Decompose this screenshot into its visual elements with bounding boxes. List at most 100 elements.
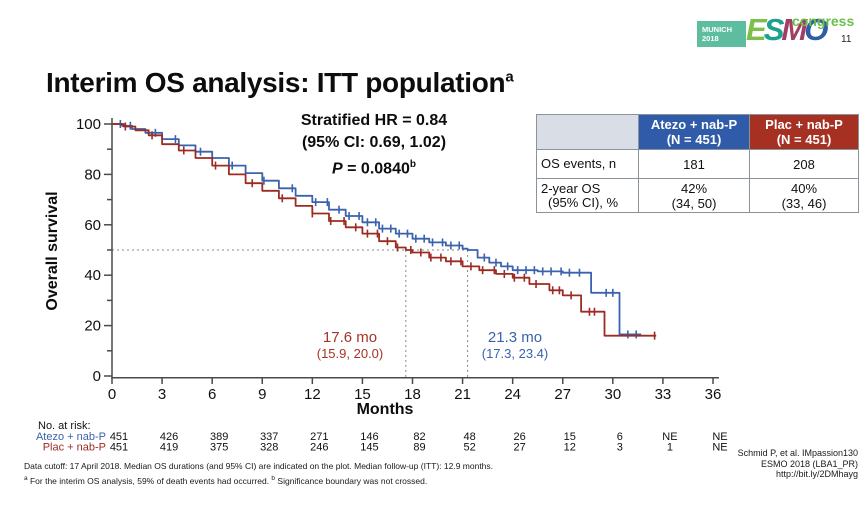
stats-2yr-plac: 40% (33, 46) — [750, 179, 858, 212]
risk-count: 3 — [617, 442, 623, 454]
congress-label: congress — [792, 13, 855, 29]
median-plac-value: 17.6 mo — [322, 329, 378, 346]
stats-header-plac-name: Plac + nab-P — [765, 117, 843, 132]
risk-count: 1 — [667, 442, 673, 454]
svg-text:80: 80 — [84, 166, 101, 183]
logo-year-label: 2018 — [702, 34, 719, 43]
x-tick-labels: 0 3 6 9 12 15 18 21 24 27 30 33 36 — [108, 386, 722, 403]
risk-count: 6 — [617, 431, 623, 443]
risk-table: No. at risk:Atezo + nab-P 451 426 389 337 271… — [36, 420, 728, 454]
svg-text:33: 33 — [655, 386, 672, 403]
risk-row-label: Atezo + nab-P — [36, 431, 106, 443]
svg-text:36: 36 — [705, 386, 722, 403]
footnote-sup-a: a — [24, 474, 28, 482]
risk-count: 89 — [413, 442, 425, 454]
svg-text:9: 9 — [258, 386, 266, 403]
svg-text:No. at risk:: No. at risk: — [38, 420, 91, 432]
footnote-line2: a For the interim OS analysis, 59% of de… — [24, 473, 493, 487]
median-annotation-plac: 17.6 mo (15.9, 20.0) — [290, 330, 410, 362]
footnotes: Data cutoff: 17 April 2018. Median OS du… — [24, 461, 493, 487]
risk-count: 82 — [413, 431, 425, 443]
risk-count: NE — [662, 431, 677, 443]
svg-text:12: 12 — [304, 386, 321, 403]
slide-number: 11 — [841, 34, 852, 45]
svg-text:6: 6 — [208, 386, 216, 403]
page-title: Interim OS analysis: ITT populationa — [46, 66, 514, 99]
stats-header-atezo-n: (N = 451) — [666, 132, 722, 147]
risk-row-label: Plac + nab-P — [43, 442, 106, 454]
hr-annotation-pvalue: P = 0.0840b — [246, 154, 502, 180]
page-title-text: Interim OS analysis: ITT population — [46, 66, 506, 98]
page-title-superscript: a — [505, 68, 514, 86]
x-axis-title: Months — [356, 401, 414, 418]
km-curve-plac — [112, 122, 657, 340]
stats-row-os-events-label: OS events, n — [537, 150, 638, 178]
risk-count: NE — [712, 431, 727, 443]
svg-text:27: 27 — [554, 386, 571, 403]
risk-count: 27 — [514, 442, 526, 454]
esmo-munich-logo-box: MUNICH 2018 — [697, 21, 746, 47]
footnote-line2-part1: For the interim OS analysis, 59% of deat… — [27, 475, 272, 486]
stats-os-events-atezo: 181 — [639, 150, 749, 178]
risk-count: 451 — [110, 431, 128, 443]
svg-text:100: 100 — [76, 116, 101, 133]
svg-text:0: 0 — [108, 386, 116, 403]
risk-count: 375 — [210, 442, 228, 454]
svg-text:15: 15 — [354, 386, 371, 403]
svg-text:18: 18 — [404, 386, 421, 403]
risk-count: 246 — [310, 442, 328, 454]
stats-header-atezo-name: Atezo + nab-P — [650, 117, 738, 132]
esmo-letter-m: M — [781, 12, 807, 47]
median-atezo-value: 21.3 mo — [487, 329, 543, 346]
median-plac-ci: (15.9, 20.0) — [316, 346, 384, 361]
p-superscript: b — [409, 159, 416, 170]
footnote-line1: Data cutoff: 17 April 2018. Median OS du… — [24, 461, 494, 471]
svg-text:24: 24 — [504, 386, 521, 403]
risk-count: 52 — [463, 442, 475, 454]
esmo-letter-s: S — [763, 12, 785, 47]
y-axis-title: Overall survival — [44, 191, 61, 311]
esmo-logo: ESMO — [746, 12, 828, 48]
stats-2yr-plac-pct: 40% — [790, 180, 818, 196]
svg-text:0: 0 — [93, 368, 101, 385]
svg-text:30: 30 — [604, 386, 621, 403]
svg-text:3: 3 — [158, 386, 166, 403]
stats-2yr-atezo-ci: (34, 50) — [671, 195, 717, 211]
risk-count: 15 — [564, 431, 576, 443]
esmo-letter-e: E — [746, 12, 767, 47]
svg-text:20: 20 — [84, 318, 101, 335]
y-tick-labels: 0 20 40 60 80 100 — [76, 116, 101, 385]
stats-header-plac-n: (N = 451) — [776, 132, 832, 147]
risk-count: 26 — [514, 431, 526, 443]
stats-2yr-label-line1: 2-year OS — [541, 180, 601, 196]
footnote-line2-part2: Significance boundary was not crossed. — [275, 475, 428, 486]
stats-corner-cell — [537, 115, 638, 149]
stats-header-atezo: Atezo + nab-P (N = 451) — [639, 115, 749, 149]
svg-text:60: 60 — [84, 217, 101, 234]
stats-header-plac: Plac + nab-P (N = 451) — [750, 115, 858, 149]
svg-text:40: 40 — [84, 267, 101, 284]
median-atezo-ci: (17.3, 23.4) — [481, 346, 549, 361]
risk-count: 271 — [310, 431, 328, 443]
risk-count: NE — [712, 442, 727, 454]
km-curve-atezo — [112, 120, 642, 339]
citation-line1: Schmid P, et al. IMpassion130 — [737, 448, 858, 458]
svg-text:21: 21 — [454, 386, 471, 403]
stats-2yr-atezo-pct: 42% — [680, 180, 708, 196]
footnote-sup-b: b — [271, 474, 276, 482]
risk-count: 451 — [110, 442, 128, 454]
stats-2yr-label-line2: (95% CI), % — [548, 194, 619, 210]
stats-os-events-plac: 208 — [750, 150, 858, 178]
citation-line2: ESMO 2018 (LBA1_PR) — [760, 458, 858, 469]
axes — [104, 118, 719, 384]
logo-city-label: MUNICH — [702, 25, 732, 34]
p-symbol: P — [332, 160, 343, 178]
risk-count: 389 — [210, 431, 228, 443]
hr-annotation-line1: Stratified HR = 0.84 — [300, 112, 448, 129]
median-annotation-atezo: 21.3 mo (17.3, 23.4) — [455, 330, 575, 362]
stats-2yr-atezo: 42% (34, 50) — [639, 179, 749, 212]
risk-count: 337 — [260, 431, 278, 443]
stats-row-2yr-label: 2-year OS (95% CI), % — [537, 179, 638, 212]
